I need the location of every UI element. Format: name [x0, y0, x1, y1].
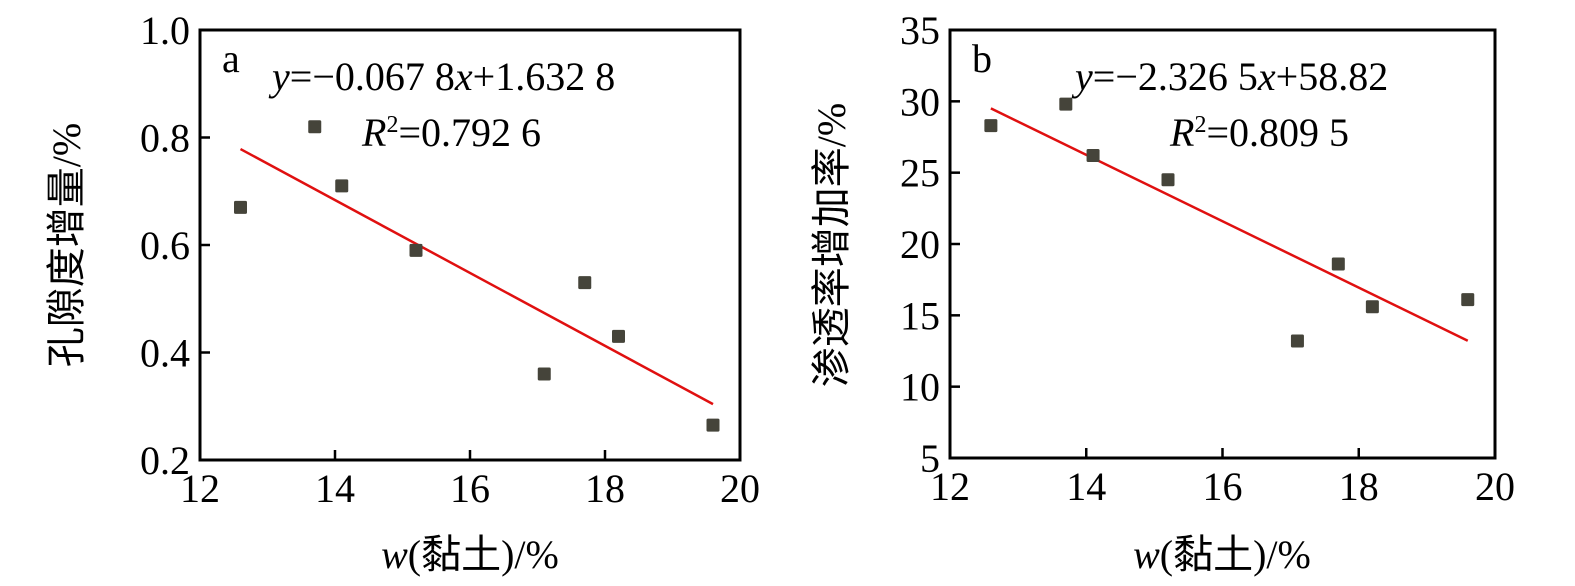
data-point [234, 200, 247, 214]
fit-equation: y=−0.067 8x+1.632 8 [268, 54, 615, 99]
y-axis-label: 孔隙度增量/% [44, 123, 89, 367]
x-tick-label: 14 [315, 466, 355, 511]
x-tick-label: 16 [450, 466, 490, 511]
y-tick-label: 0.4 [140, 331, 190, 376]
y-axis-label: 渗透率增加率/% [809, 103, 854, 387]
data-point [578, 276, 592, 290]
data-point [308, 120, 322, 134]
x-axis-unit: (黏土)/% [1160, 532, 1311, 577]
y-tick-label: 15 [900, 293, 940, 338]
data-point [612, 329, 625, 343]
x-tick-label: 18 [1339, 464, 1379, 509]
r-squared: R2=0.809 5 [1169, 110, 1349, 155]
r2-superscript: 2 [386, 112, 398, 138]
x-tick-label: 12 [930, 464, 970, 509]
r2-label: R [361, 110, 386, 155]
data-point [335, 179, 349, 193]
equation-y: y [268, 54, 290, 99]
data-point [1086, 149, 1100, 163]
y-tick-label: 5 [920, 436, 940, 481]
r2-value: =0.792 6 [398, 110, 541, 155]
x-axis-variable: w [381, 532, 408, 577]
panel-label: b [972, 36, 992, 81]
x-tick-label: 18 [585, 466, 625, 511]
r2-label: R [1169, 110, 1194, 155]
y-tick-label: 30 [900, 79, 940, 124]
x-tick-label: 20 [720, 466, 760, 511]
x-axis-variable: w [1133, 532, 1160, 577]
r-squared: R2=0.792 6 [361, 110, 541, 155]
data-point [1290, 334, 1304, 348]
r2-value: =0.809 5 [1206, 110, 1349, 155]
data-point [984, 119, 998, 133]
data-point [1331, 257, 1345, 271]
data-point [409, 243, 423, 257]
y-tick-label: 10 [900, 365, 940, 410]
equation-x: x [454, 54, 473, 99]
x-tick-label: 20 [1475, 464, 1515, 509]
equation-slope: =−0.067 8 [290, 54, 455, 99]
equation-y: y [1071, 54, 1093, 99]
y-tick-label: 35 [900, 8, 940, 53]
data-point [706, 418, 720, 432]
y-tick-label: 0.2 [140, 438, 190, 483]
x-axis-label: w(黏土)/% [381, 532, 559, 577]
panel-b: 12 14 16 18 20 5 10 15 20 25 30 35 b y=−2.326 5x+58.8… [809, 8, 1515, 577]
fit-line [239, 147, 714, 406]
x-axis-label: w(黏土)/% [1133, 532, 1311, 577]
y-tick-label: 0.6 [140, 223, 190, 268]
fit-line [990, 107, 1469, 342]
y-tick-label: 0.8 [140, 116, 190, 161]
r2-superscript: 2 [1194, 112, 1206, 138]
panel-label: a [222, 36, 240, 81]
data-point [1365, 300, 1379, 314]
y-tick-label: 20 [900, 222, 940, 267]
equation-intercept: +1.632 8 [473, 54, 616, 99]
equation-intercept: +58.82 [1276, 54, 1389, 99]
y-tick-label: 25 [900, 151, 940, 196]
data-point [537, 367, 551, 381]
x-tick-label: 16 [1203, 464, 1243, 509]
fit-equation: y=−2.326 5x+58.82 [1071, 54, 1388, 99]
data-point [1461, 293, 1475, 307]
equation-x: x [1257, 54, 1276, 99]
equation-slope: =−2.326 5 [1093, 54, 1258, 99]
data-point [1059, 97, 1073, 111]
x-tick-label: 12 [180, 466, 220, 511]
x-axis-unit: (黏土)/% [408, 532, 559, 577]
panel-a: 12 14 16 18 200.20.40.60.81.0a y=−0.067 8x+1.… [44, 8, 760, 577]
y-tick-label: 1.0 [140, 8, 190, 53]
x-tick-label: 14 [1066, 464, 1106, 509]
data-point [1161, 173, 1175, 187]
